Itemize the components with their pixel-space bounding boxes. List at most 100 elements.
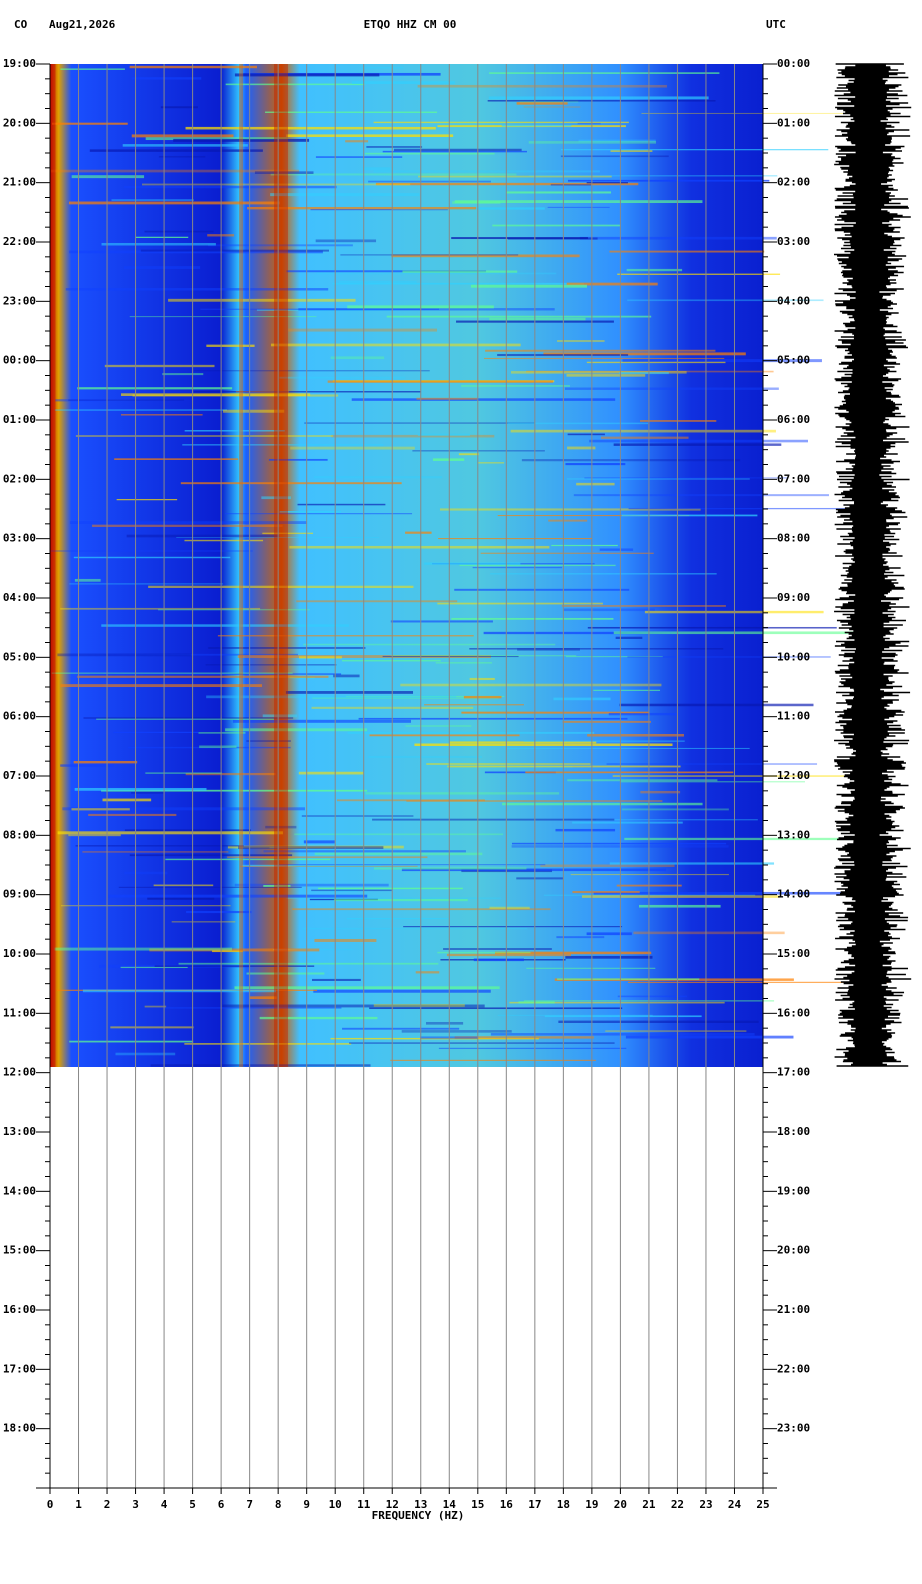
texture-streak — [613, 631, 863, 635]
texture-streak — [297, 503, 386, 506]
texture-streak — [129, 316, 317, 318]
texture-streak — [593, 689, 661, 691]
texture-streak — [489, 906, 530, 910]
texture-streak — [386, 315, 652, 318]
texture-streak — [124, 185, 337, 189]
texture-streak — [115, 1052, 176, 1056]
texture-streak — [600, 436, 689, 439]
texture-streak — [619, 703, 814, 707]
texture-streak — [557, 339, 605, 343]
texture-streak — [525, 771, 734, 774]
texture-streak — [351, 81, 455, 84]
texture-streak — [373, 121, 629, 124]
texture-streak — [286, 134, 454, 137]
texture-streak — [158, 155, 206, 158]
timezone: UTC — [766, 18, 786, 31]
texture-streak — [262, 714, 298, 718]
texture-streak — [129, 65, 258, 69]
texture-streak — [259, 1016, 378, 1020]
texture-streak — [235, 391, 290, 393]
texture-streak — [345, 140, 369, 143]
x-tick-label: 25 — [756, 1498, 769, 1511]
texture-streak — [547, 206, 610, 208]
texture-streak — [402, 270, 518, 273]
texture-streak — [633, 931, 785, 935]
texture-streak — [640, 420, 717, 422]
texture-streak — [454, 588, 630, 591]
texture-streak — [239, 865, 418, 867]
texture-streak — [268, 458, 328, 461]
texture-streak — [619, 372, 669, 375]
texture-streak — [158, 608, 310, 611]
texture-streak — [641, 112, 846, 114]
texture-streak — [50, 169, 300, 173]
texture-streak — [523, 740, 685, 742]
texture-streak — [613, 443, 782, 446]
texture-streak — [551, 544, 618, 547]
texture-streak — [327, 380, 554, 383]
texture-streak — [101, 624, 349, 627]
texture-streak — [488, 96, 709, 100]
texture-streak — [110, 1026, 194, 1029]
texture-streak — [333, 674, 360, 678]
texture-band — [239, 64, 244, 1067]
texture-streak — [234, 883, 389, 887]
texture-streak — [509, 1001, 725, 1004]
texture-streak — [298, 771, 364, 775]
texture-streak — [247, 206, 477, 210]
texture-streak — [57, 653, 192, 657]
texture-streak — [315, 239, 377, 243]
texture-streak — [60, 68, 125, 70]
texture-streak — [362, 66, 404, 69]
texture-streak — [560, 149, 829, 151]
texture-streak — [605, 1030, 747, 1032]
texture-streak — [403, 926, 623, 928]
texture-streak — [270, 193, 420, 197]
texture-streak — [178, 962, 439, 965]
texture-streak — [516, 102, 568, 105]
x-tick-label: 21 — [642, 1498, 656, 1511]
texture-streak — [459, 564, 616, 567]
texture-streak — [400, 683, 662, 687]
left-time-label: 15:00 — [3, 1244, 36, 1257]
texture-streak — [336, 799, 486, 802]
texture-streak — [289, 545, 550, 549]
texture-streak — [96, 718, 274, 721]
left-time-label: 11:00 — [3, 1006, 36, 1019]
texture-streak — [558, 1020, 759, 1023]
texture-streak — [540, 864, 675, 867]
texture-streak — [483, 631, 672, 635]
texture-streak — [88, 813, 177, 817]
texture-streak — [417, 433, 470, 436]
texture-streak — [489, 317, 586, 321]
texture-streak — [494, 951, 652, 955]
left-time-label: 13:00 — [3, 1125, 36, 1138]
texture-streak — [316, 272, 557, 275]
right-time-label: 20:00 — [777, 1244, 810, 1257]
texture-streak — [454, 1036, 594, 1039]
texture-streak — [89, 149, 263, 152]
right-time-label: 10:00 — [777, 650, 810, 663]
texture-streak — [262, 532, 314, 535]
texture-streak — [566, 282, 658, 286]
texture-streak — [73, 761, 138, 764]
texture-streak — [304, 422, 535, 424]
texture-streak — [338, 280, 417, 284]
x-tick-label: 15 — [471, 1498, 484, 1511]
texture-streak — [565, 955, 653, 959]
texture-streak — [296, 600, 458, 603]
right-time-label: 16:00 — [777, 1006, 810, 1019]
texture-streak — [114, 458, 239, 460]
texture-streak — [73, 556, 231, 559]
texture-streak — [205, 664, 337, 666]
texture-streak — [238, 846, 384, 850]
texture-streak — [154, 965, 315, 967]
texture-streak — [265, 825, 297, 829]
left-time-label: 10:00 — [3, 947, 36, 960]
texture-streak — [222, 1004, 485, 1008]
texture-streak — [567, 179, 770, 182]
right-time-label: 05:00 — [777, 354, 810, 367]
texture-streak — [60, 684, 263, 688]
texture-streak — [128, 746, 291, 749]
